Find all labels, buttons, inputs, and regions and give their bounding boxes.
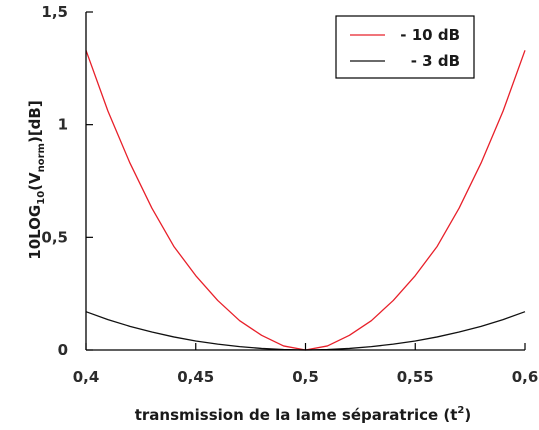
y-axis-title-part: 10LOG: [26, 205, 44, 260]
x-tick-label: 0,55: [397, 368, 434, 386]
y-axis-title-subscript: norm: [36, 143, 47, 172]
legend-label-1: - 10 dB: [400, 26, 460, 44]
x-tick-label: 0,4: [73, 368, 100, 386]
series-layer: [85, 50, 526, 351]
y-axis-title: 10LOG10(Vnorm)[dB]: [26, 100, 47, 259]
legend: - 10 dB - 3 dB: [335, 15, 475, 79]
legend-box: [335, 15, 475, 79]
y-tick-label: 0,5: [41, 228, 68, 246]
x-tick-label: 0,6: [512, 368, 539, 386]
y-axis-title-part: )[dB]: [26, 100, 44, 143]
x-tick-label: 0,5: [292, 368, 319, 386]
y-tick-label: 1,5: [41, 3, 68, 21]
axes-layer: 0,4 0,45 0,5 0,55 0,6 0 0,5 1 1,5: [41, 3, 538, 386]
y-tick-label: 0: [58, 341, 68, 359]
x-tick-label: 0,45: [177, 368, 214, 386]
y-tick-label: 1: [58, 116, 68, 134]
series-line-1: [85, 50, 526, 351]
x-axis-title: transmission de la lame séparatrice (t2): [135, 405, 472, 424]
legend-label-2: - 3 dB: [411, 52, 460, 70]
y-axis-title-subscript: 10: [36, 191, 47, 205]
y-axis-title-part: (V: [26, 172, 44, 191]
x-axis-title-superscript: 2: [457, 405, 464, 416]
